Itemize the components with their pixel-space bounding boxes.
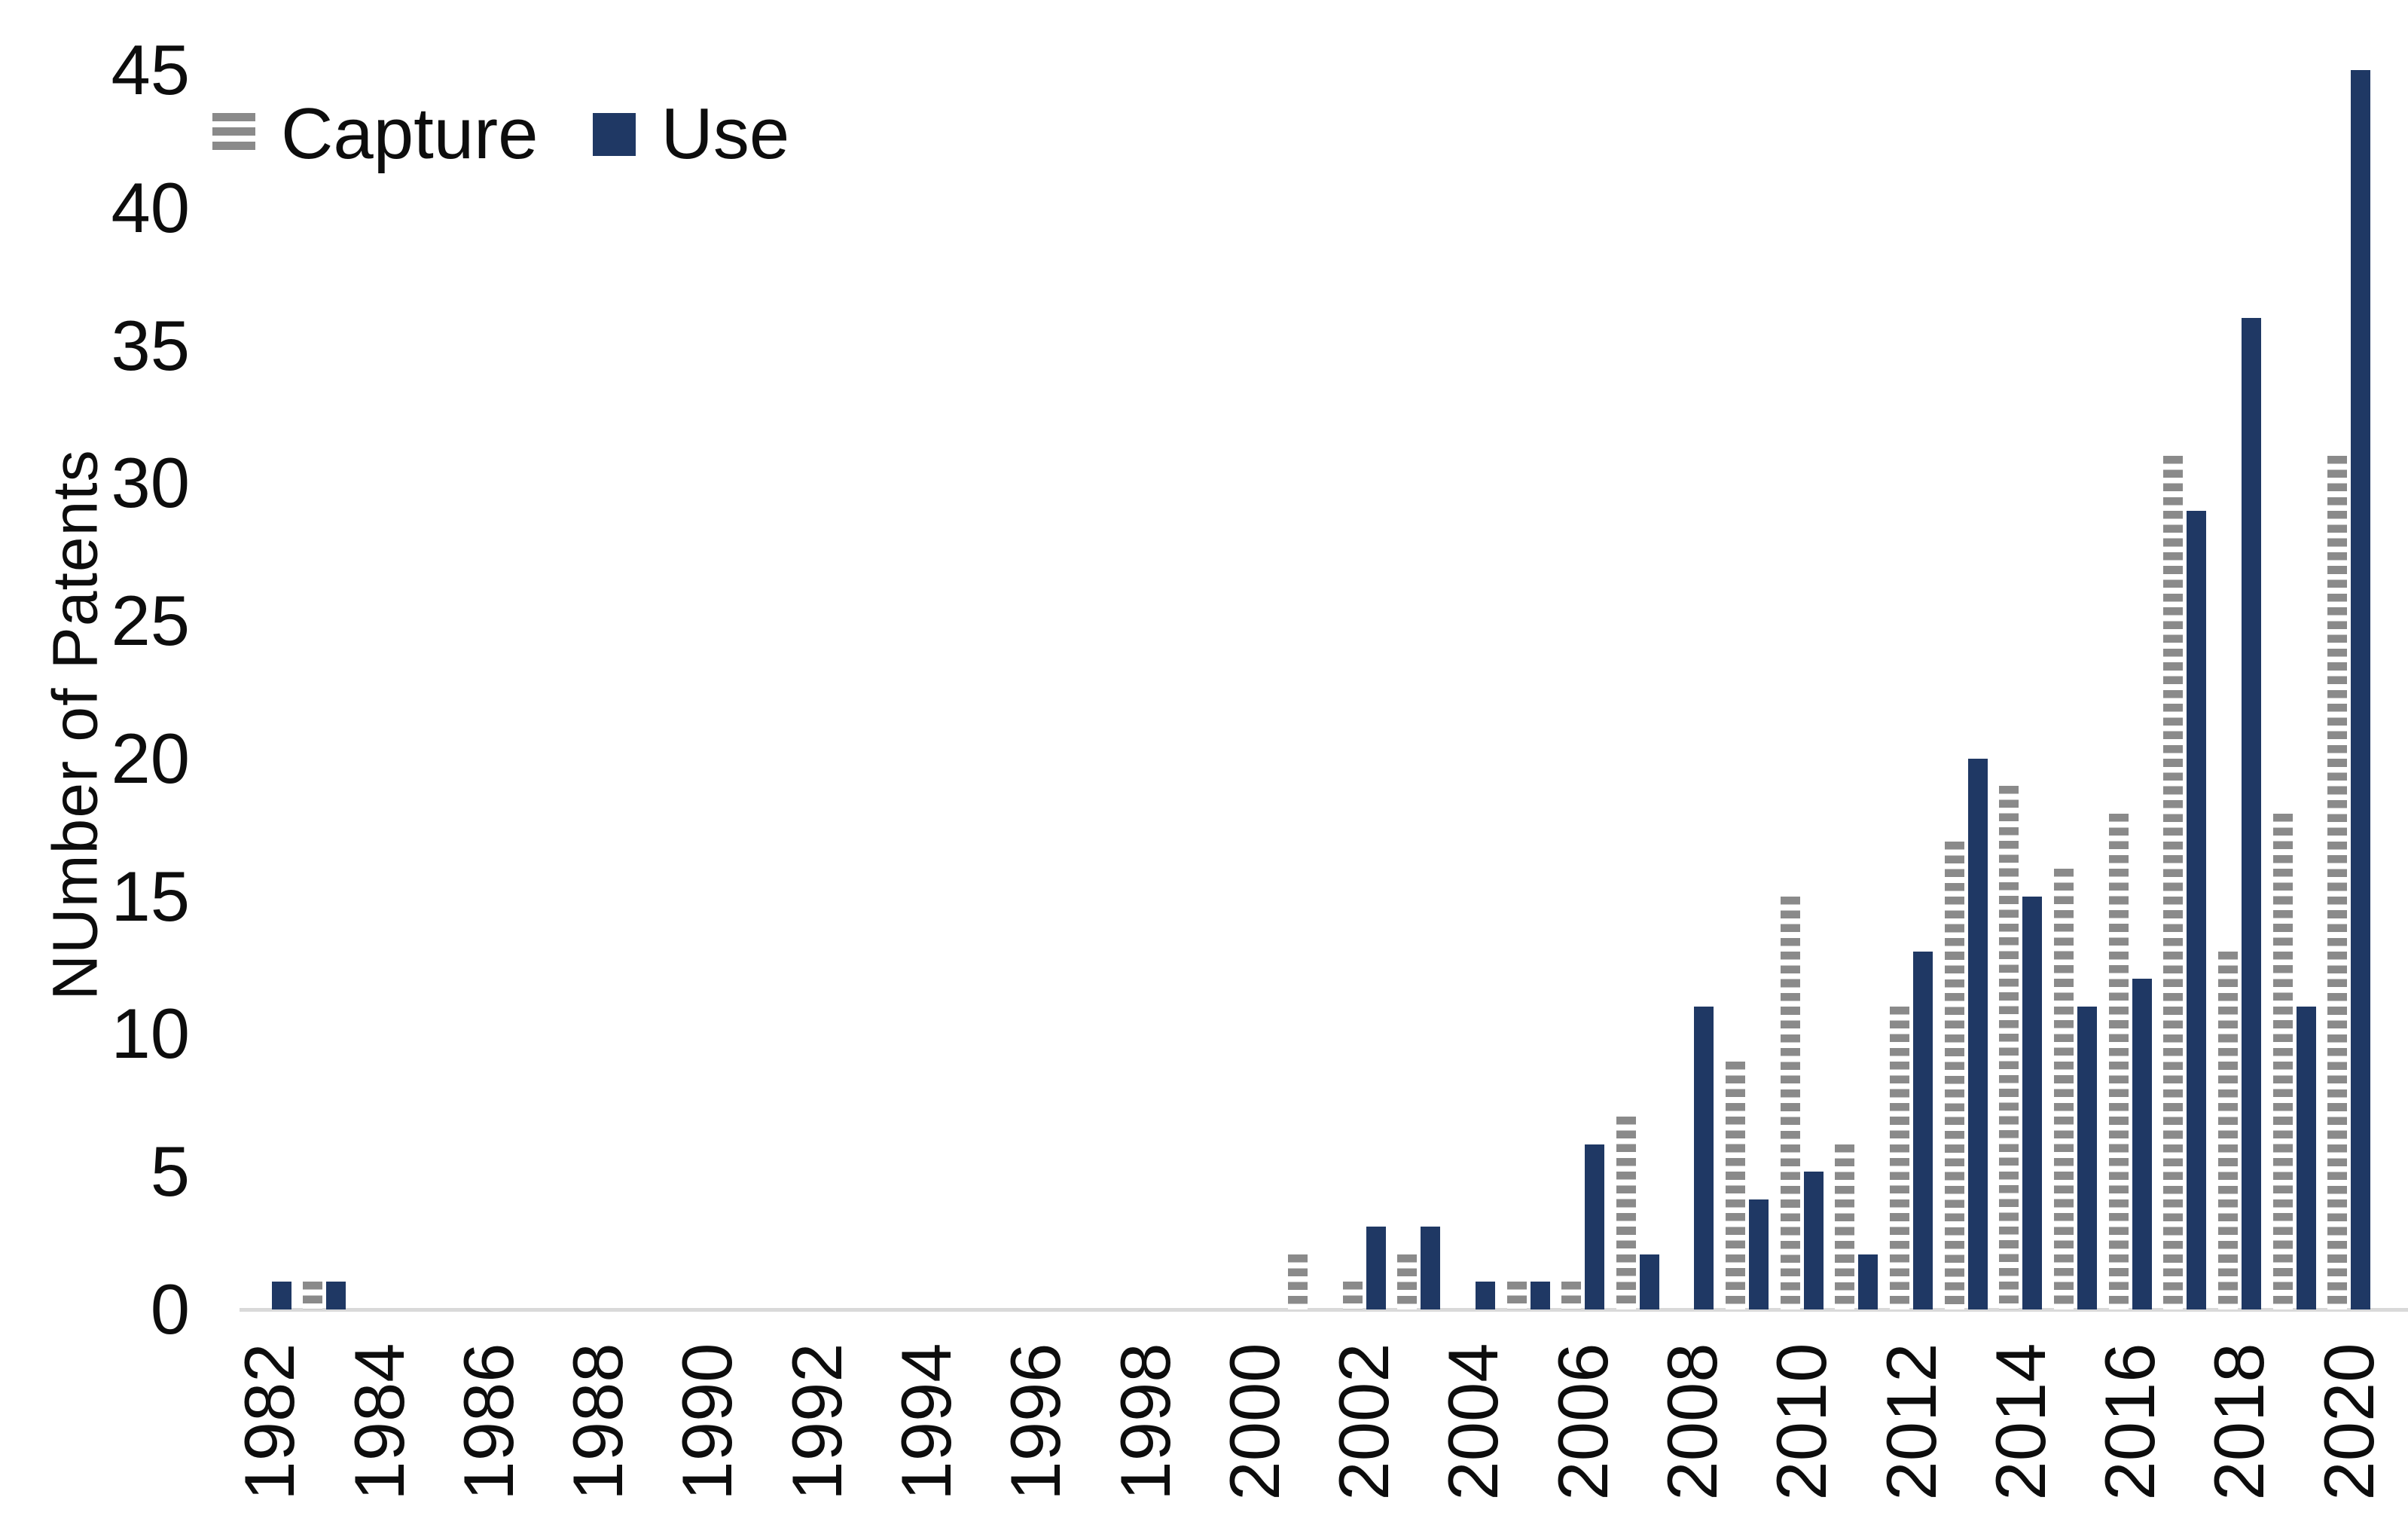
y-tick-label-20: 20 (111, 718, 190, 798)
bar-capture-2017 (2163, 455, 2184, 1309)
bar-use-2016 (2132, 979, 2152, 1309)
bar-use-2006 (1585, 1144, 1605, 1309)
bar-use-2010 (1803, 1172, 1824, 1309)
bar-use-2012 (1913, 951, 1933, 1309)
bar-use-2013 (1967, 758, 1988, 1309)
bar-capture-2005 (1506, 1282, 1527, 1309)
bar-capture-2015 (2053, 869, 2074, 1309)
bar-capture-2006 (1561, 1282, 1582, 1309)
bar-capture-2007 (1616, 1117, 1636, 1309)
legend-label-use: Use (661, 93, 790, 174)
x-tick-label-2010: 2010 (1762, 1343, 1842, 1501)
x-tick-label-1988: 1988 (558, 1343, 638, 1501)
bar-use-2017 (2187, 510, 2207, 1309)
x-tick-label-1996: 1996 (996, 1343, 1076, 1501)
x-tick-label-1990: 1990 (667, 1343, 747, 1501)
bar-use-2019 (2296, 1006, 2316, 1309)
y-tick-label-10: 10 (111, 994, 190, 1074)
x-tick-label-2008: 2008 (1652, 1343, 1732, 1501)
bar-use-2004 (1475, 1282, 1495, 1309)
bar-use-2014 (2022, 896, 2043, 1309)
bar-use-2007 (1639, 1254, 1659, 1309)
x-tick-label-2014: 2014 (1980, 1343, 2060, 1501)
bar-use-2015 (2077, 1006, 2097, 1309)
bar-capture-2003 (1397, 1254, 1418, 1309)
capture-striped-swatch-icon (212, 112, 255, 156)
bar-use-1982 (271, 1282, 291, 1309)
bar-capture-2011 (1835, 1144, 1855, 1309)
y-tick-label-25: 25 (111, 581, 190, 661)
x-tick-label-1986: 1986 (448, 1343, 528, 1501)
x-tick-label-1982: 1982 (230, 1343, 310, 1501)
y-tick-label-45: 45 (111, 30, 190, 109)
bar-capture-2009 (1726, 1062, 1746, 1309)
bar-use-2008 (1694, 1006, 1714, 1309)
x-tick-label-1984: 1984 (339, 1343, 419, 1501)
bar-capture-2010 (1780, 896, 1800, 1309)
bar-capture-2019 (2272, 814, 2293, 1309)
x-tick-label-1992: 1992 (777, 1343, 856, 1501)
y-tick-label-35: 35 (111, 305, 190, 385)
x-tick-label-2012: 2012 (1871, 1343, 1951, 1501)
bar-capture-2016 (2108, 814, 2129, 1309)
x-tick-label-2004: 2004 (1433, 1343, 1513, 1501)
bar-capture-2001 (1288, 1254, 1308, 1309)
use-solid-swatch-icon (592, 112, 636, 156)
x-tick-label-1998: 1998 (1105, 1343, 1185, 1501)
legend-item-use: Use (592, 93, 790, 174)
y-tick-label-30: 30 (111, 443, 190, 523)
legend: Capture Use (212, 98, 789, 170)
bar-capture-2020 (2327, 455, 2348, 1309)
y-tick-label-5: 5 (150, 1132, 190, 1212)
x-tick-label-2020: 2020 (2309, 1343, 2388, 1501)
y-tick-label-40: 40 (111, 167, 190, 247)
y-tick-label-15: 15 (111, 856, 190, 936)
bar-use-2003 (1421, 1227, 1441, 1309)
legend-item-capture: Capture (212, 98, 539, 170)
bar-capture-1983 (303, 1282, 323, 1309)
legend-label-capture: Capture (281, 93, 539, 174)
bar-use-1983 (326, 1282, 346, 1309)
x-axis-baseline (240, 1308, 2408, 1312)
bar-capture-2002 (1342, 1282, 1363, 1309)
x-tick-label-2002: 2002 (1324, 1343, 1404, 1501)
bar-use-2018 (2241, 318, 2261, 1309)
x-tick-label-1994: 1994 (887, 1343, 966, 1501)
bar-capture-2012 (1890, 1006, 1910, 1309)
x-tick-label-2000: 2000 (1214, 1343, 1294, 1501)
bar-capture-2014 (1999, 786, 2019, 1309)
bar-use-2020 (2351, 70, 2371, 1309)
x-tick-label-2018: 2018 (2199, 1343, 2279, 1501)
x-tick-label-2016: 2016 (2090, 1343, 2170, 1501)
bar-use-2009 (1749, 1199, 1769, 1309)
x-tick-label-2006: 2006 (1543, 1343, 1622, 1501)
bar-use-2011 (1858, 1254, 1878, 1309)
bar-use-2005 (1530, 1282, 1550, 1309)
y-tick-label-0: 0 (150, 1270, 190, 1349)
bar-capture-2018 (2217, 951, 2238, 1309)
bar-use-2002 (1366, 1227, 1386, 1309)
bar-capture-2013 (1944, 841, 1964, 1309)
